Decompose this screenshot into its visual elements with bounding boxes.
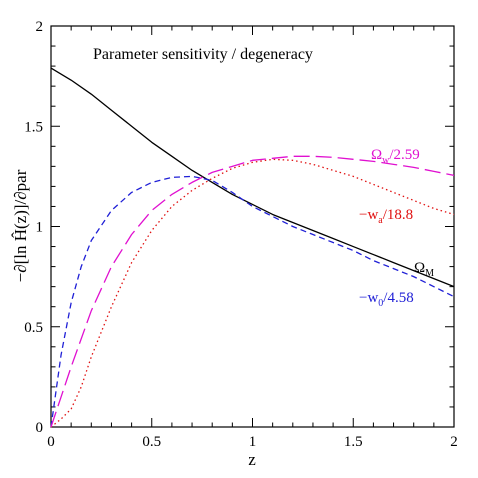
y-axis-label: −∂[ln Ĥ(z)]/∂par: [11, 169, 30, 282]
x-tick-label: 0: [47, 434, 55, 450]
y-tick-label: 2: [36, 19, 44, 35]
y-tick-label: 1.5: [24, 119, 43, 135]
y-tick-label: 0: [36, 420, 44, 436]
tick-labels: 0 0.5 1 1.5 2 0 0.5 1 1.5 2: [24, 19, 458, 450]
series-label-omega-w: Ωw/2.59: [371, 147, 420, 166]
plot-frame: [50, 25, 455, 428]
series-line-omega-m: [50, 67, 455, 288]
x-axis-label: z: [248, 450, 256, 469]
y-tick-label: 1: [36, 220, 44, 236]
y-tick-label: 0.5: [24, 320, 43, 336]
chart-title: Parameter sensitivity / degeneracy: [93, 46, 313, 63]
x-tick-label: 1: [249, 434, 257, 450]
axis-ticks: [50, 25, 455, 428]
series-label-wa: −wa/18.8: [359, 207, 413, 226]
curves: [50, 67, 455, 428]
series-label-w0: −w0/4.58: [359, 290, 414, 309]
series-label-omega-m: ΩM: [414, 260, 434, 279]
series-line-w0: [50, 175, 455, 428]
x-tick-label: 2: [450, 434, 458, 450]
x-tick-label: 1.5: [344, 434, 363, 450]
series-line-omega-w: [50, 155, 455, 428]
series-line-wa: [50, 158, 455, 428]
x-tick-label: 0.5: [142, 434, 161, 450]
